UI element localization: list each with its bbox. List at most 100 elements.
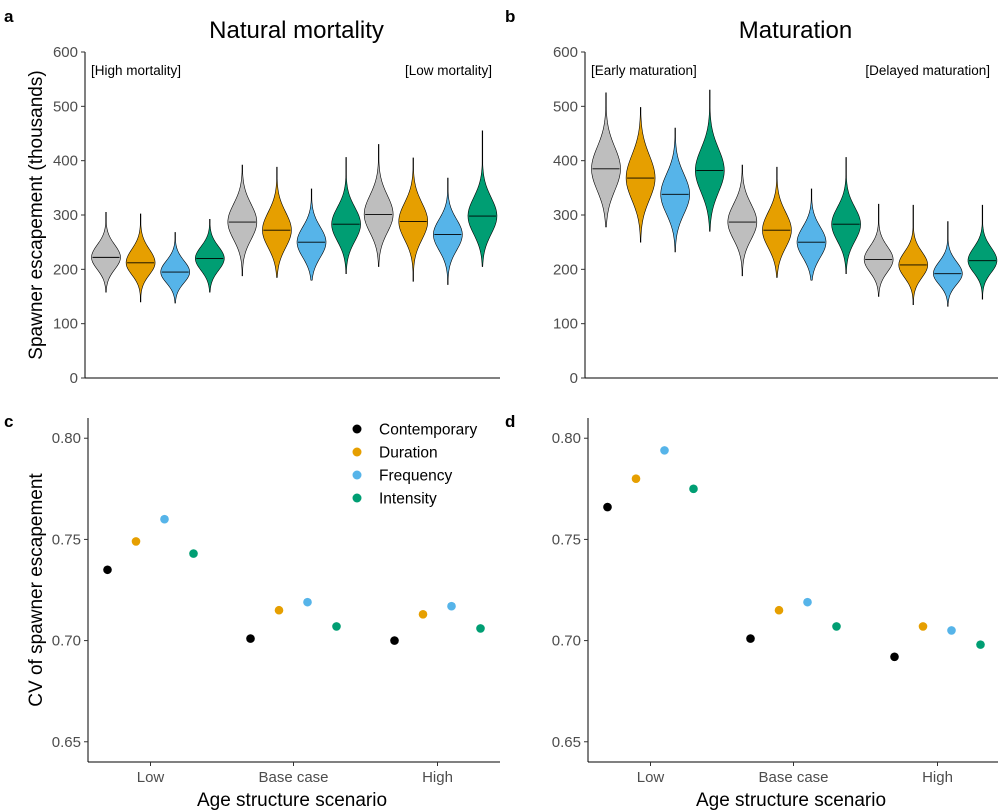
y-tick-label: 200 — [553, 261, 578, 278]
series-intensity — [189, 549, 485, 633]
violin-body — [660, 127, 690, 253]
data-point — [890, 652, 899, 662]
violin-body — [160, 232, 190, 304]
violin-body — [433, 177, 463, 285]
y-tick-label: 0.70 — [552, 633, 581, 650]
violin-intensity — [331, 157, 361, 274]
violin-body — [831, 157, 861, 274]
violin-contemporary — [727, 164, 758, 277]
y-tick-label: 400 — [553, 153, 578, 170]
data-point — [103, 565, 112, 575]
violin-body — [398, 157, 429, 282]
violin-intensity — [695, 89, 725, 232]
violin-contemporary — [363, 144, 394, 267]
y-tick-label: 0.80 — [552, 430, 581, 447]
annotation-left: [Early maturation] — [591, 63, 697, 78]
y-tick-label: 300 — [553, 207, 578, 224]
violin-duration — [762, 166, 792, 278]
violin-body — [262, 166, 292, 278]
x-axis-title: Age structure scenario — [197, 790, 387, 810]
series-contemporary — [103, 565, 399, 645]
violin-body — [625, 107, 656, 243]
y-axis-title: CV of spawner escapement — [26, 473, 47, 707]
panel-title: Natural mortality — [209, 17, 384, 44]
legend-label-intensity: Intensity — [379, 491, 437, 508]
violin-intensity — [195, 219, 225, 293]
violin-intensity — [467, 130, 498, 267]
panel-d: d 0.65 0.70 0.75 0.80 Age structure scenario L… — [505, 412, 998, 810]
data-point — [774, 605, 784, 615]
violin-body — [467, 130, 498, 267]
legend-key-frequency — [352, 470, 362, 480]
y-tick-label: 0.75 — [552, 531, 581, 548]
violin-contemporary — [91, 211, 121, 293]
data-point — [418, 609, 428, 619]
panel-b: b Maturation 0 100 200 300 400 500 600 [Early mat… — [505, 7, 998, 387]
violin-intensity — [831, 157, 861, 274]
y-tick-label: 0.70 — [52, 633, 81, 650]
legend-key-contemporary — [352, 424, 362, 434]
y-tick-label: 100 — [53, 316, 78, 333]
violin-contemporary — [227, 164, 258, 277]
violin-body — [898, 204, 929, 305]
y-tick-label: 0.65 — [52, 734, 81, 751]
legend-label-frequency: Frequency — [379, 468, 452, 485]
y-tick-label: 0.80 — [52, 430, 81, 447]
violin-body — [967, 204, 998, 300]
violin-frequency — [296, 188, 327, 281]
violin-body — [227, 164, 258, 277]
data-point — [689, 484, 698, 494]
violin-frequency — [660, 127, 690, 253]
data-point — [246, 634, 255, 643]
violin-body — [331, 157, 361, 274]
violin-body — [933, 221, 963, 307]
legend-label-contemporary: Contemporary — [379, 422, 477, 439]
data-point — [803, 597, 812, 607]
data-point — [390, 636, 399, 645]
violin-body — [762, 166, 792, 278]
data-point — [160, 514, 169, 524]
series-duration — [131, 537, 428, 619]
violin-contemporary — [591, 92, 621, 228]
annotation-right: [Delayed maturation] — [865, 63, 990, 78]
y-tick-label: 300 — [53, 207, 78, 224]
data-point — [947, 626, 956, 635]
data-point — [603, 502, 612, 512]
data-point — [832, 622, 841, 631]
data-point — [189, 549, 198, 558]
x-tick-label: Base case — [258, 769, 328, 786]
series-contemporary — [603, 502, 899, 662]
y-tick-label: 200 — [53, 261, 78, 278]
violin-body — [91, 211, 121, 293]
series-intensity — [689, 484, 985, 649]
violin-frequency — [160, 232, 190, 304]
violin-duration — [398, 157, 429, 282]
violin-body — [591, 92, 621, 228]
violin-frequency — [433, 177, 463, 285]
y-tick-label: 500 — [53, 98, 78, 115]
violin-frequency — [796, 188, 827, 281]
violin-duration — [262, 166, 292, 278]
legend-label-duration: Duration — [379, 445, 438, 462]
violin-duration — [898, 204, 929, 305]
x-tick-label: Base case — [758, 769, 828, 786]
panel-letter: d — [505, 412, 515, 431]
y-tick-label: 400 — [53, 153, 78, 170]
data-point — [918, 622, 928, 631]
violin-body — [796, 188, 827, 281]
data-point — [274, 605, 284, 615]
violin-frequency — [933, 221, 963, 307]
data-point — [631, 474, 641, 484]
violin-body — [695, 89, 725, 232]
y-tick-label: 600 — [53, 44, 78, 61]
panel-letter: b — [505, 7, 515, 26]
y-tick-label: 0 — [570, 370, 578, 387]
data-point — [976, 640, 985, 649]
violin-body — [727, 164, 758, 277]
legend-key-duration — [352, 447, 362, 457]
panel-title: Maturation — [739, 17, 852, 44]
violin-intensity — [967, 204, 998, 300]
y-tick-label: 0.75 — [52, 531, 81, 548]
x-axis-title: Age structure scenario — [696, 790, 886, 810]
data-point — [746, 634, 755, 643]
